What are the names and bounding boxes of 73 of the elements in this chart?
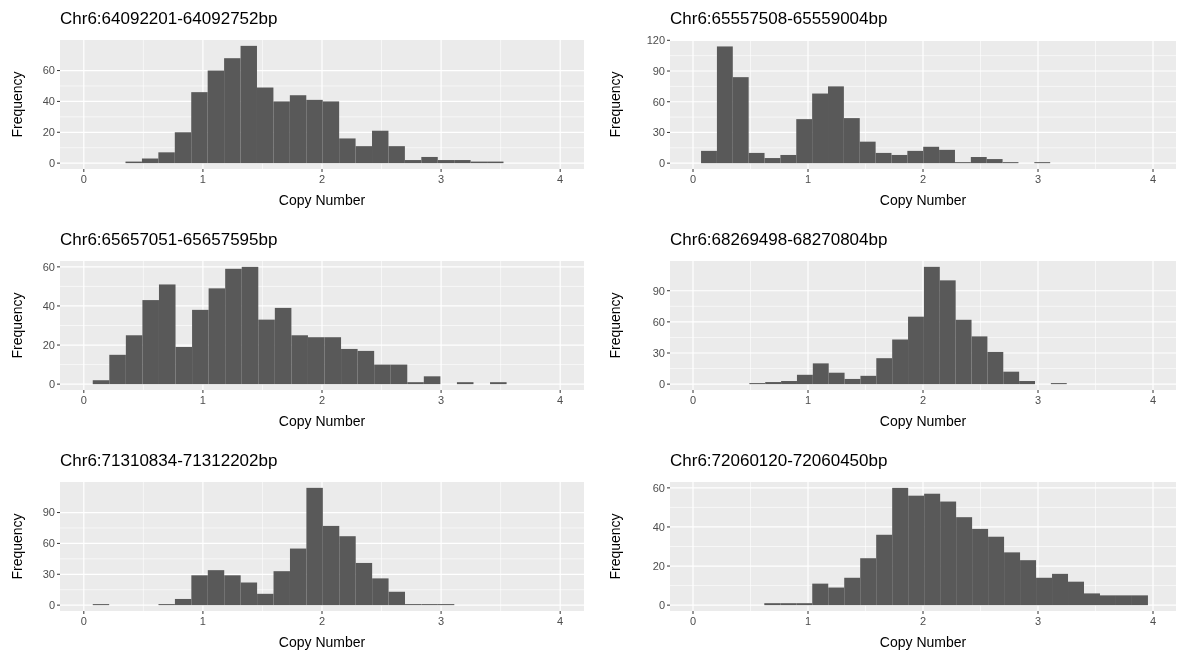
y-axis-title: Frequency (607, 71, 623, 138)
y-tick-label: 30 (42, 568, 55, 581)
y-axis-title: Frequency (9, 513, 25, 580)
x-tick-label: 3 (1034, 615, 1042, 627)
x-tick-label: 3 (438, 394, 445, 406)
x-tick-label: 2 (919, 394, 927, 406)
x-tick-label: 2 (919, 615, 927, 627)
x-tick-label: 0 (689, 615, 697, 627)
x-axis-title: Copy Number (879, 192, 967, 208)
chart-title: Chr6:65557508-65559004bp (670, 9, 888, 28)
y-tick-label: 30 (652, 346, 665, 359)
chart-title: Chr6:68269498-68270804bp (670, 230, 888, 249)
x-tick-label: 3 (1034, 173, 1042, 185)
x-tick-label: 0 (689, 173, 697, 185)
y-tick-label: 90 (652, 284, 665, 297)
y-tick-label: 60 (652, 481, 665, 494)
x-tick-label: 4 (1149, 615, 1157, 627)
y-tick-label: 30 (652, 126, 665, 139)
x-tick-label: 1 (199, 615, 206, 627)
y-tick-label: 40 (42, 95, 55, 108)
y-tick-label: 60 (652, 315, 665, 328)
y-tick-label: 0 (48, 598, 55, 611)
y-tick-label: 90 (652, 64, 665, 77)
x-tick-label: 4 (1149, 394, 1157, 406)
y-tick-label: 20 (42, 338, 55, 351)
chart-title: Chr6:65657051-65657595bp (60, 230, 278, 249)
chart-title: Chr6:72060120-72060450bp (670, 451, 888, 470)
x-tick-label: 3 (438, 615, 445, 627)
x-tick-label: 1 (199, 173, 206, 185)
chart-title: Chr6:71310834-71312202bp (60, 451, 278, 470)
x-tick-label: 4 (1149, 173, 1157, 185)
y-axis-title: Frequency (9, 71, 25, 138)
y-tick-label: 0 (48, 377, 55, 390)
chart-title: Chr6:64092201-64092752bp (60, 9, 278, 28)
y-tick-label: 20 (652, 559, 665, 572)
x-tick-label: 0 (80, 173, 87, 185)
x-tick-label: 4 (557, 615, 564, 627)
x-tick-label: 0 (80, 615, 87, 627)
x-axis-title: Copy Number (879, 413, 967, 429)
x-tick-label: 1 (804, 615, 812, 627)
x-tick-label: 0 (80, 394, 87, 406)
x-axis-title: Copy Number (278, 192, 366, 208)
y-tick-label: 40 (42, 299, 55, 312)
x-tick-label: 1 (804, 394, 812, 406)
y-tick-label: 90 (42, 506, 55, 519)
x-tick-label: 0 (689, 394, 697, 406)
y-tick-label: 120 (646, 34, 665, 47)
y-axis-title: Frequency (9, 292, 25, 359)
x-tick-label: 1 (804, 173, 812, 185)
x-tick-label: 1 (199, 394, 206, 406)
y-tick-label: 60 (42, 64, 55, 77)
x-tick-label: 2 (318, 615, 326, 627)
y-tick-label: 40 (652, 520, 665, 533)
x-tick-label: 4 (557, 394, 564, 406)
x-axis-title: Copy Number (879, 634, 967, 650)
x-tick-label: 2 (318, 394, 326, 406)
y-tick-label: 60 (42, 260, 55, 273)
x-tick-label: 3 (1034, 394, 1042, 406)
y-tick-label: 0 (658, 157, 665, 170)
y-tick-label: 60 (652, 95, 665, 108)
y-axis-title: Frequency (607, 513, 623, 580)
x-tick-label: 2 (318, 173, 326, 185)
y-tick-label: 0 (658, 598, 665, 611)
y-axis-title: Frequency (607, 292, 623, 359)
y-tick-label: 0 (48, 156, 55, 169)
x-axis-title: Copy Number (278, 413, 366, 429)
y-tick-label: 0 (658, 377, 665, 390)
y-tick-label: 60 (42, 537, 55, 550)
x-tick-label: 3 (438, 173, 445, 185)
x-tick-label: 4 (557, 173, 564, 185)
y-tick-label: 20 (42, 126, 55, 139)
x-axis-title: Copy Number (278, 634, 366, 650)
x-tick-label: 2 (919, 173, 927, 185)
